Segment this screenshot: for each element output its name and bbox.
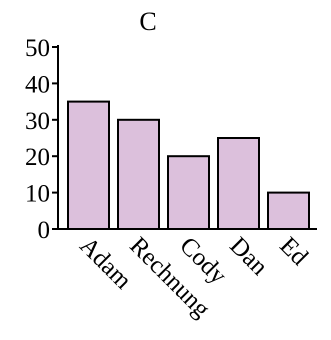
bar-adam <box>67 100 110 230</box>
chart-title: C <box>139 7 156 36</box>
bar-cody <box>167 155 210 230</box>
bars-group <box>67 100 310 231</box>
bar-rechnung <box>117 118 160 230</box>
y-tick-label: 30 <box>25 108 50 135</box>
y-tick-label: 40 <box>25 71 50 98</box>
y-tick-label: 20 <box>25 144 50 171</box>
bar-dan <box>217 137 260 230</box>
bar-ed <box>267 191 310 231</box>
y-axis-ticks: 0 10 20 30 40 50 <box>25 35 58 244</box>
y-tick-label: 10 <box>25 181 50 208</box>
y-tick-label: 50 <box>25 35 50 62</box>
y-tick-label: 0 <box>38 217 51 244</box>
